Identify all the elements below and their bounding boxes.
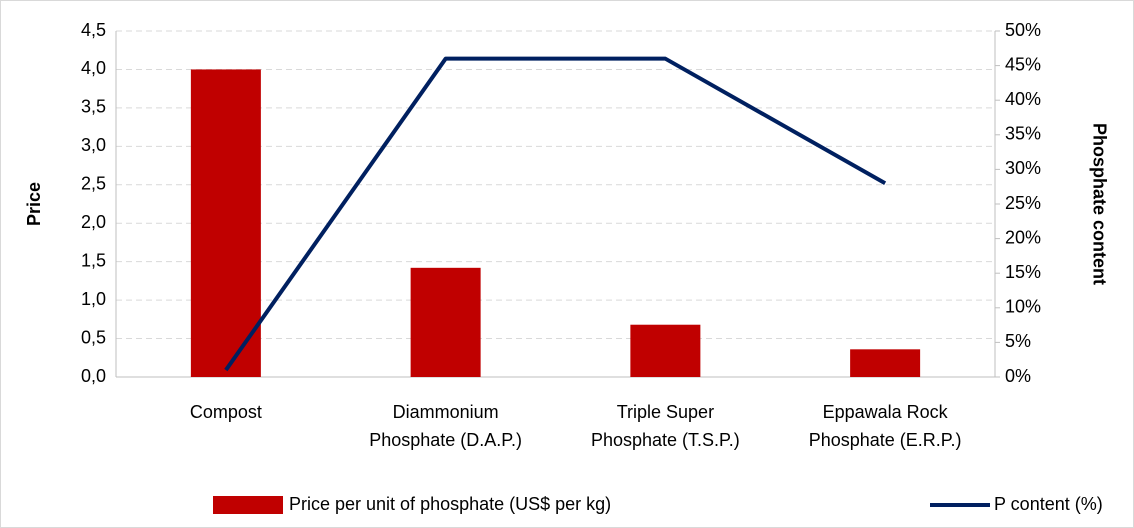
y-tick-label: 2,5 — [81, 174, 106, 194]
y2-tick-label: 25% — [1005, 193, 1041, 213]
bar — [410, 267, 481, 377]
y2-tick-label: 20% — [1005, 227, 1041, 247]
bar — [190, 69, 261, 377]
x-tick-label: Eppawala Rock Phosphate (E.R.P.) — [808, 402, 962, 450]
legend-label: P content (%) — [994, 494, 1103, 514]
y2-tick-label: 0% — [1005, 366, 1031, 386]
y-tick-label: 1,0 — [81, 289, 106, 309]
legend-label: Price per unit of phosphate (US$ per kg) — [289, 494, 611, 514]
y2-tick-label: 15% — [1005, 262, 1041, 282]
y2-tick-label: 10% — [1005, 297, 1041, 317]
y2-tick-label: 45% — [1005, 54, 1041, 74]
x-tick-label: Diammonium Phosphate (D.A.P.) — [369, 402, 522, 450]
y2-tick-label: 50% — [1005, 20, 1041, 40]
y-tick-label: 4,5 — [81, 20, 106, 40]
y-axis-title: Price — [24, 182, 44, 226]
y-tick-label: 0,5 — [81, 327, 106, 347]
legend-swatch — [213, 496, 283, 514]
y-tick-label: 2,0 — [81, 212, 106, 232]
y2-tick-label: 5% — [1005, 331, 1031, 351]
bar — [630, 324, 701, 377]
y2-axis-title: Phosphate content — [1089, 123, 1109, 285]
y2-tick-label: 30% — [1005, 158, 1041, 178]
y-tick-label: 1,5 — [81, 250, 106, 270]
y2-tick-label: 40% — [1005, 89, 1041, 109]
y-tick-label: 3,0 — [81, 135, 106, 155]
bar — [850, 349, 921, 377]
x-tick-label: Triple Super Phosphate (T.S.P.) — [590, 402, 740, 450]
y-tick-label: 0,0 — [81, 366, 106, 386]
y2-tick-label: 35% — [1005, 124, 1041, 144]
x-tick-label: Compost — [189, 402, 262, 422]
y-tick-label: 3,5 — [81, 97, 106, 117]
y-tick-label: 4,0 — [81, 58, 106, 78]
line — [224, 56, 887, 372]
